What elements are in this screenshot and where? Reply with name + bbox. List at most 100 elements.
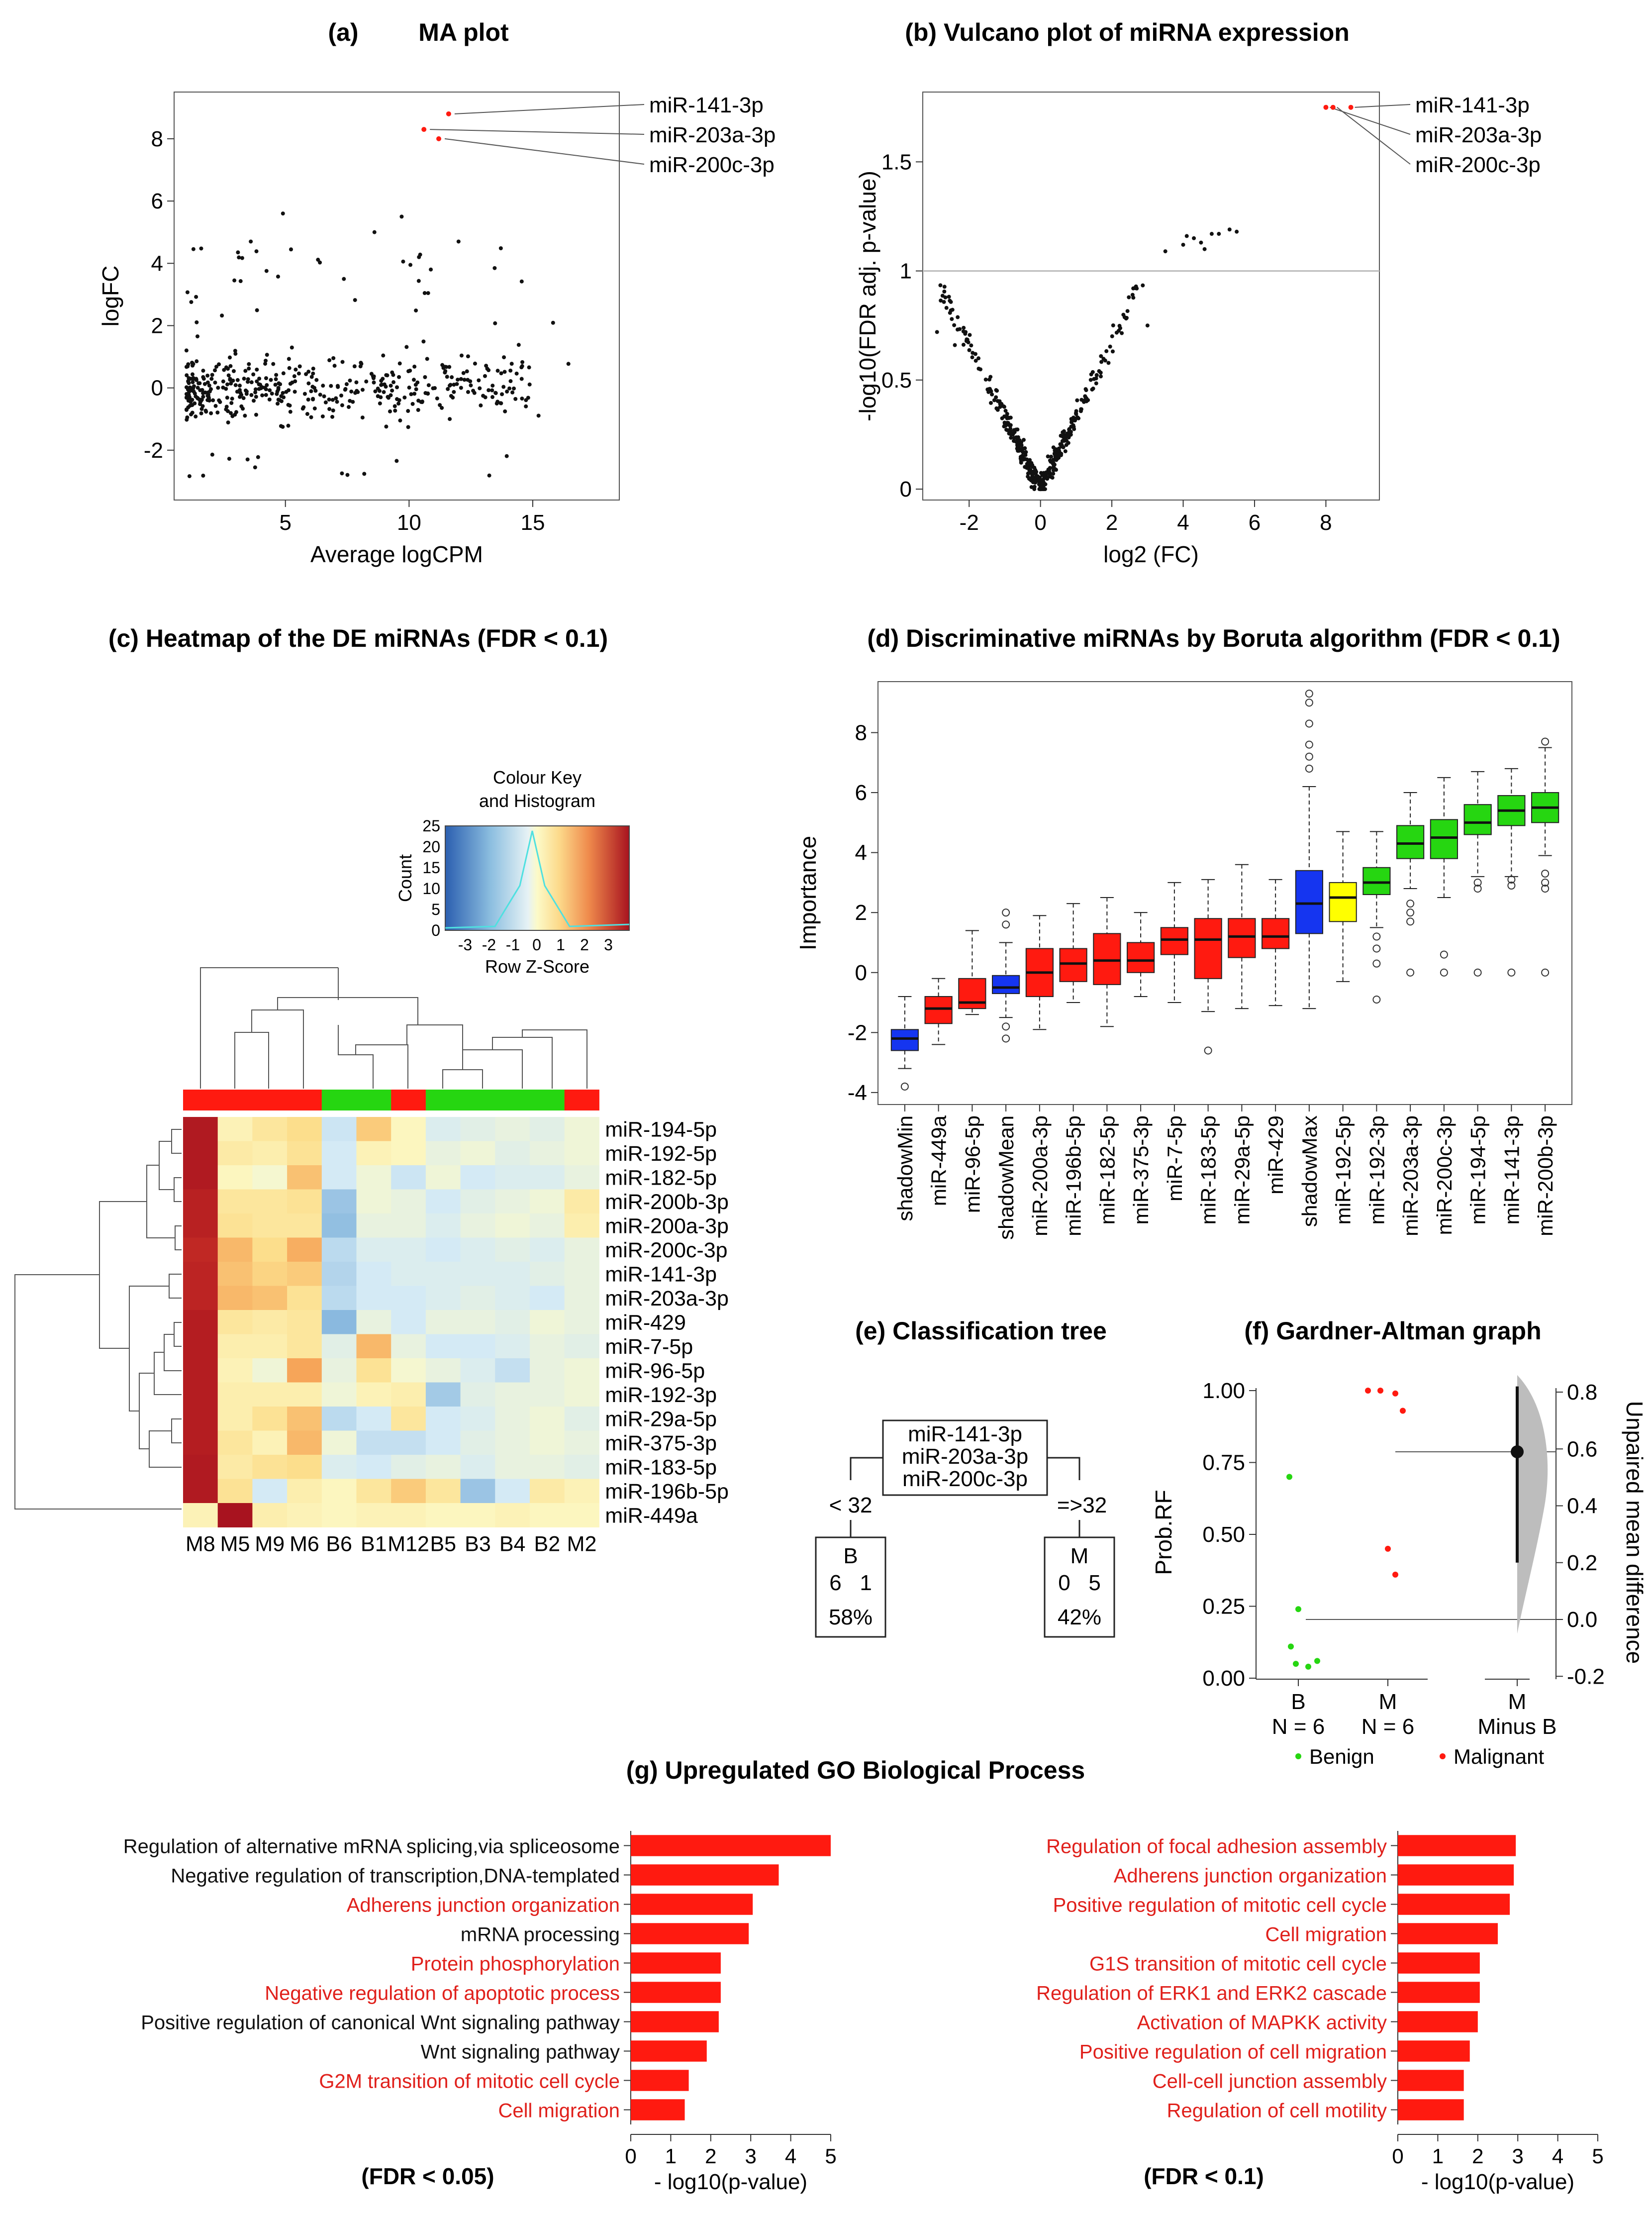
data-point <box>257 387 261 391</box>
heatmap-cell <box>357 1479 391 1504</box>
heatmap-cell <box>530 1190 565 1214</box>
data-point <box>490 384 494 388</box>
data-point <box>351 400 355 404</box>
box-outlier <box>1306 753 1313 760</box>
heatmap-cell <box>565 1117 599 1141</box>
mean-difference-point <box>1511 1445 1524 1458</box>
data-point <box>195 396 199 400</box>
heatmap-cell <box>183 1165 218 1190</box>
data-point <box>455 382 459 386</box>
column-group-bar <box>391 1090 426 1110</box>
heatmap-cell <box>391 1407 426 1431</box>
heatmap-cell <box>322 1503 357 1527</box>
bar-label: Regulation of ERK1 and ERK2 cascade <box>1036 1983 1387 2005</box>
highlight-point <box>436 136 441 141</box>
box-outlier <box>1306 720 1313 727</box>
panel-f-title: (f) Gardner-Altman graph <box>1244 1317 1541 1345</box>
heatmap-cell <box>565 1455 599 1479</box>
data-point <box>1075 415 1079 419</box>
data-point <box>484 396 487 400</box>
data-point <box>1051 472 1055 476</box>
row-label: miR-29a-5p <box>605 1407 717 1431</box>
data-point <box>992 398 996 402</box>
heatmap-cell <box>183 1358 218 1383</box>
heatmap-cell <box>495 1262 530 1286</box>
y-tick-label: 0 <box>900 477 912 502</box>
heatmap-cell <box>461 1213 495 1238</box>
data-point <box>185 348 189 352</box>
heatmap-cell <box>426 1334 461 1359</box>
data-point <box>353 364 357 368</box>
row-label: miR-200b-3p <box>605 1190 729 1214</box>
data-point <box>268 388 272 392</box>
data-point <box>486 388 490 392</box>
data-point <box>440 363 444 367</box>
column-label: B5 <box>430 1532 456 1556</box>
data-point <box>397 375 401 379</box>
data-point <box>268 398 272 402</box>
data-point <box>207 384 211 388</box>
box-outlier <box>1373 945 1380 952</box>
data-point <box>255 249 259 253</box>
bar-label: Positive regulation of mitotic cell cycl… <box>1053 1895 1387 1916</box>
data-point <box>192 376 195 380</box>
y-right-tick-label: 0.2 <box>1567 1551 1597 1575</box>
heatmap-cell <box>357 1334 391 1359</box>
data-point <box>939 299 943 302</box>
data-point <box>385 373 389 377</box>
heatmap-cell <box>461 1286 495 1310</box>
data-point <box>1083 395 1087 399</box>
heatmap-cell <box>391 1358 426 1383</box>
data-point <box>996 399 1000 403</box>
panel-c-title: (c) Heatmap of the DE miRNAs (FDR < 0.1) <box>108 624 608 652</box>
heatmap-cell <box>530 1213 565 1238</box>
bar-label: Protein phosphorylation <box>411 1953 620 1975</box>
data-point <box>1071 415 1075 419</box>
heatmap-cell <box>530 1503 565 1527</box>
tree-right-leaf-pct: 42% <box>1058 1605 1101 1629</box>
data-point <box>297 372 301 376</box>
legend-malignant-label: Malignant <box>1454 1745 1544 1768</box>
x-tick-label: 4 <box>1552 2144 1563 2168</box>
data-point <box>282 371 286 375</box>
data-point <box>210 373 214 377</box>
data-point <box>1042 484 1046 488</box>
heatmap-cell <box>183 1141 218 1166</box>
heatmap-cell <box>183 1310 218 1334</box>
data-point <box>209 377 213 381</box>
box <box>1161 927 1188 954</box>
heatmap-cell <box>218 1358 253 1383</box>
x-tick-label: 3 <box>1512 2144 1524 2168</box>
data-point <box>331 398 335 402</box>
data-point <box>478 386 482 390</box>
bar <box>1398 1864 1514 1885</box>
tree-root-line-1: miR-141-3p <box>908 1422 1022 1446</box>
group-point <box>1305 1664 1311 1670</box>
heatmap-cell <box>461 1407 495 1431</box>
data-point <box>230 397 234 401</box>
heatmap-cell <box>391 1190 426 1214</box>
heatmap-cell <box>426 1238 461 1262</box>
box-outlier <box>1373 996 1380 1003</box>
data-point <box>1030 462 1034 466</box>
data-point <box>244 389 248 393</box>
data-point <box>976 356 980 360</box>
data-point <box>1009 431 1013 435</box>
data-point <box>309 415 313 419</box>
tree-right-edge-label: =>32 <box>1057 1493 1107 1517</box>
y-axis-label: Prob.RF <box>1151 1490 1176 1575</box>
data-point <box>274 383 278 387</box>
data-point <box>331 356 335 360</box>
bar-label: G2M transition of mitotic cell cycle <box>319 2071 620 2093</box>
data-point <box>524 398 528 402</box>
category-label: shadowMin <box>893 1115 917 1221</box>
data-point <box>417 279 421 283</box>
data-point <box>336 384 340 388</box>
heatmap-cell <box>322 1431 357 1455</box>
data-point <box>404 345 408 349</box>
heatmap-cell <box>287 1358 322 1383</box>
heatmap-cell <box>218 1262 253 1286</box>
data-point <box>1009 415 1013 419</box>
data-point <box>1005 428 1009 432</box>
plot-frame <box>878 682 1572 1105</box>
